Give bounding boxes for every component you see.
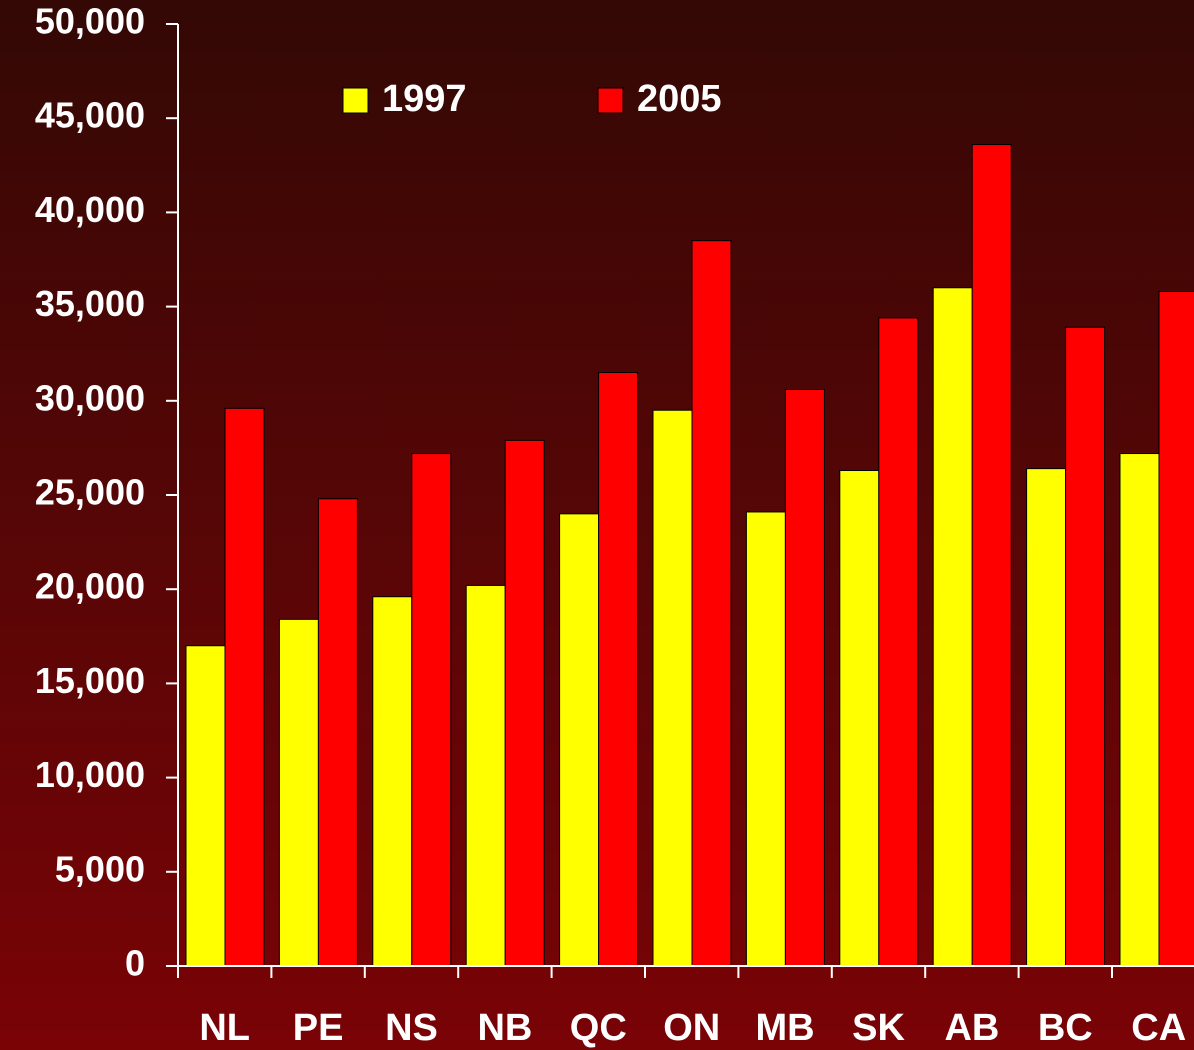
legend-swatch <box>342 87 369 114</box>
y-tick-label: 15,000 <box>35 660 145 701</box>
y-tick-label: 50,000 <box>35 1 145 42</box>
legend-label: 2005 <box>637 78 722 120</box>
y-tick-label: 30,000 <box>35 377 145 418</box>
bar <box>372 596 413 967</box>
legend-swatch <box>597 87 624 114</box>
bar <box>465 584 506 967</box>
x-tick-label: PE <box>293 1007 344 1049</box>
bar <box>504 439 545 967</box>
bar <box>278 618 319 967</box>
x-tick-label: ON <box>663 1007 720 1049</box>
x-tick-label: MB <box>756 1007 815 1049</box>
bar <box>1026 468 1067 967</box>
y-tick-label: 5,000 <box>55 848 145 889</box>
bar <box>598 372 639 967</box>
bar <box>411 453 452 967</box>
x-tick-label: BC <box>1038 1007 1093 1049</box>
y-tick-label: 40,000 <box>35 189 145 230</box>
x-tick-label: SK <box>852 1007 905 1049</box>
bar <box>1065 326 1106 967</box>
x-tick-label: NL <box>199 1007 250 1049</box>
x-tick-label: NB <box>477 1007 532 1049</box>
x-tick-label: NS <box>385 1007 438 1049</box>
x-tick-label: CA <box>1131 1007 1186 1049</box>
y-tick-label: 0 <box>125 943 145 984</box>
y-tick-label: 45,000 <box>35 95 145 136</box>
bar <box>224 407 265 967</box>
bar <box>1158 291 1194 967</box>
y-tick-label: 35,000 <box>35 283 145 324</box>
bar <box>839 470 880 967</box>
bar <box>745 511 786 967</box>
bar <box>185 645 226 967</box>
y-tick-label: 20,000 <box>35 566 145 607</box>
y-tick-label: 10,000 <box>35 754 145 795</box>
x-tick-label: QC <box>570 1007 627 1049</box>
x-tick-label: AB <box>944 1007 999 1049</box>
bar <box>652 409 693 967</box>
y-tick-label: 25,000 <box>35 472 145 513</box>
legend-label: 1997 <box>382 78 467 120</box>
bar <box>559 513 600 967</box>
bar <box>932 287 973 967</box>
bar <box>691 240 732 967</box>
bar <box>784 388 825 967</box>
bar <box>317 498 358 967</box>
bar <box>1119 453 1160 967</box>
bar <box>971 144 1012 967</box>
bar <box>878 317 919 967</box>
